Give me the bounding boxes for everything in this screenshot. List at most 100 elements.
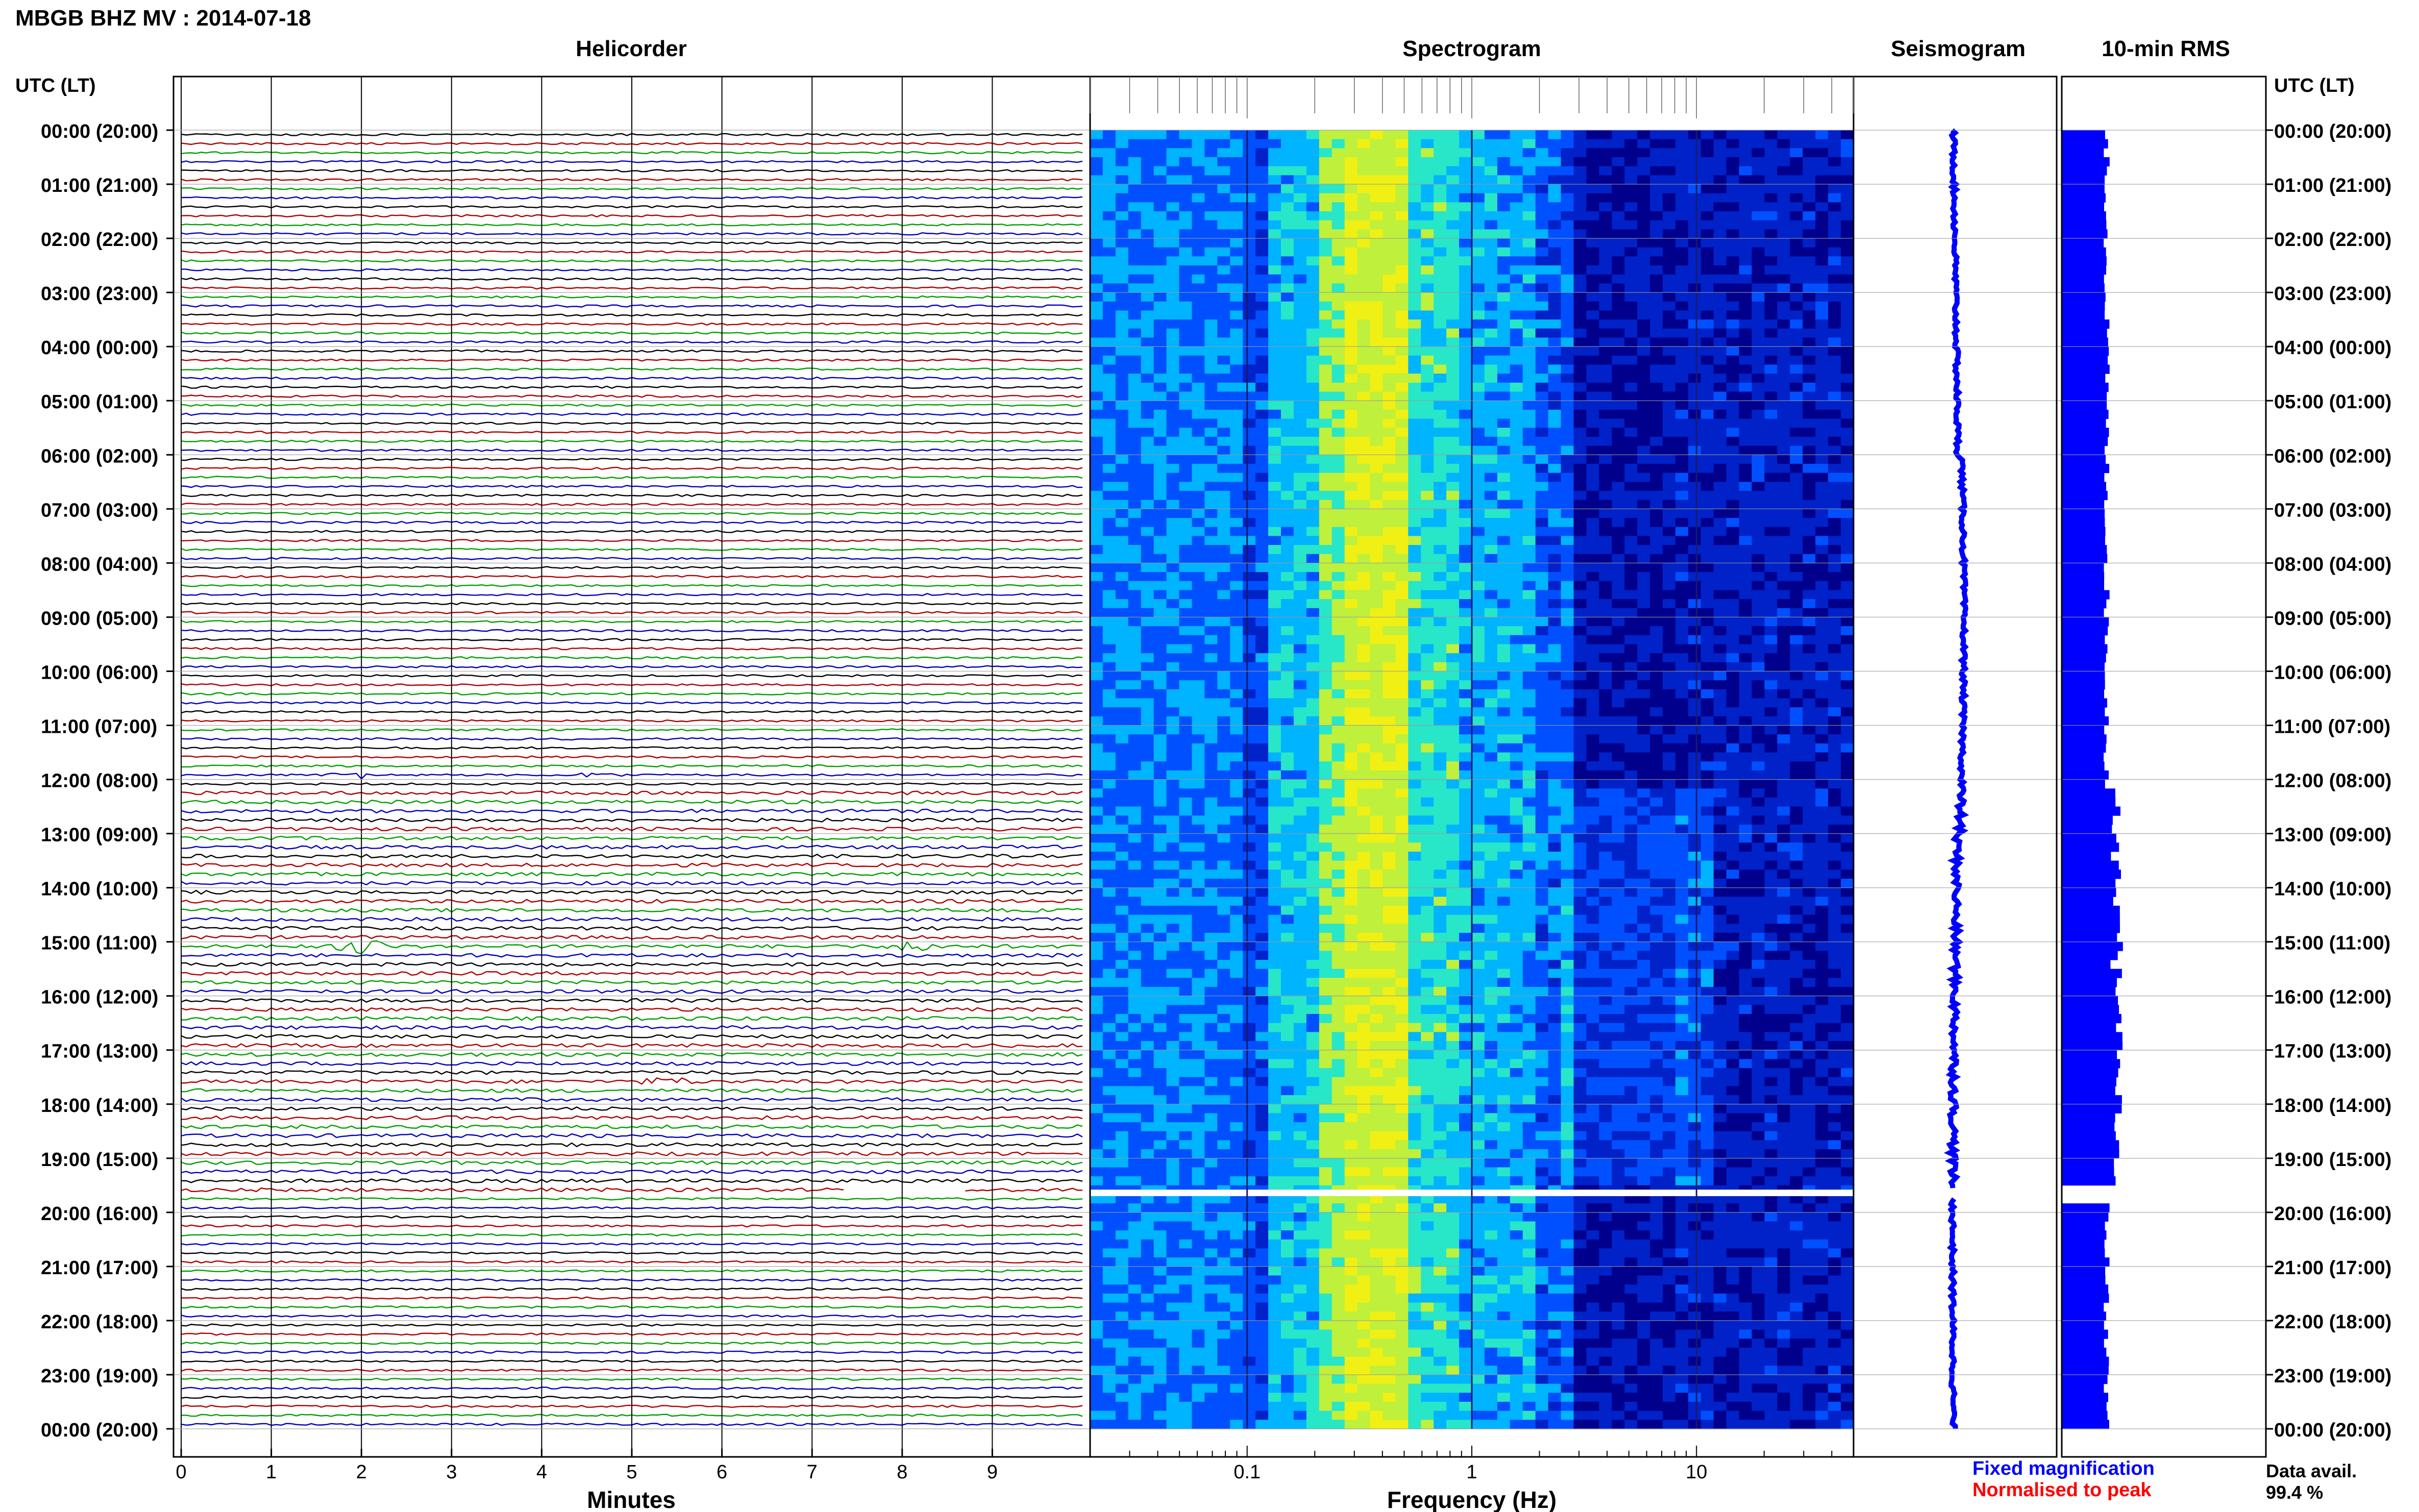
spectrogram-cell bbox=[1166, 509, 1180, 518]
spectrogram-cell bbox=[1446, 815, 1460, 825]
spectrogram-cell bbox=[1777, 725, 1790, 735]
spectrogram-cell bbox=[1535, 157, 1549, 167]
spectrogram-cell bbox=[1624, 148, 1638, 158]
spectrogram-cell bbox=[1179, 653, 1192, 663]
spectrogram-cell bbox=[1434, 238, 1447, 248]
spectrogram-cell bbox=[1586, 157, 1599, 167]
spectrogram-cell bbox=[1102, 301, 1116, 311]
spectrogram-cell bbox=[1255, 482, 1269, 491]
spectrogram-cell bbox=[1344, 527, 1358, 536]
spectrogram-cell bbox=[1446, 220, 1460, 230]
spectrogram-cell bbox=[1764, 725, 1778, 735]
spectrogram-cell bbox=[1128, 870, 1142, 879]
spectrogram-cell bbox=[1408, 590, 1421, 600]
spectrogram-cell bbox=[1115, 319, 1129, 329]
spectrogram-cell bbox=[1739, 608, 1752, 617]
spectrogram-cell bbox=[1790, 509, 1803, 518]
spectrogram-cell bbox=[1383, 401, 1396, 410]
spectrogram-cell bbox=[1510, 635, 1523, 645]
spectrogram-cell bbox=[1815, 175, 1829, 185]
spectrogram-cell bbox=[1255, 346, 1269, 356]
spectrogram-cell bbox=[1293, 527, 1307, 536]
spectrogram-cell bbox=[1293, 554, 1307, 563]
spectrogram-cell bbox=[1268, 310, 1281, 320]
spectrogram-cell bbox=[1421, 626, 1434, 636]
spectrogram-cell bbox=[1688, 283, 1701, 293]
spectrogram-cell bbox=[1344, 788, 1358, 798]
spectrogram-cell bbox=[1434, 554, 1447, 563]
spectrogram-cell bbox=[1230, 518, 1243, 528]
spectrogram-cell bbox=[1217, 337, 1230, 347]
spectrogram-cell bbox=[1841, 328, 1854, 338]
spectrogram-cell bbox=[1650, 662, 1663, 672]
spectrogram-cell bbox=[1700, 671, 1714, 681]
spectrogram-cell bbox=[1535, 364, 1549, 374]
spectrogram-cell bbox=[1637, 725, 1650, 735]
spectrogram-cell bbox=[1128, 409, 1142, 419]
spectrogram-cell bbox=[1803, 184, 1816, 194]
spectrogram-cell bbox=[1306, 851, 1320, 861]
spectrogram-cell bbox=[1599, 157, 1612, 167]
spectrogram-cell bbox=[1522, 455, 1536, 464]
spectrogram-cell bbox=[1612, 130, 1625, 140]
spectrogram-cell bbox=[1663, 743, 1676, 753]
spectrogram-cell bbox=[1306, 671, 1320, 681]
spectrogram-cell bbox=[1153, 725, 1167, 735]
spectrogram-cell bbox=[1484, 644, 1498, 654]
spectrogram-cell bbox=[1128, 490, 1142, 501]
spectrogram-cell bbox=[1395, 391, 1409, 401]
spectrogram-cell bbox=[1612, 337, 1625, 347]
spectrogram-cell bbox=[1141, 527, 1154, 536]
spectrogram-cell bbox=[1561, 319, 1574, 329]
spectrogram-cell bbox=[1497, 229, 1511, 239]
spectrogram-cell bbox=[1459, 716, 1472, 726]
spectrogram-cell bbox=[1548, 653, 1562, 663]
spectrogram-cell bbox=[1472, 626, 1485, 636]
spectrogram-cell bbox=[1739, 283, 1752, 293]
spectrogram-cell bbox=[1204, 211, 1218, 221]
spectrogram-cell bbox=[1688, 364, 1701, 374]
spectrogram-cell bbox=[1561, 527, 1574, 536]
spectrogram-cell bbox=[1828, 716, 1841, 726]
spectrogram-cell bbox=[1548, 409, 1562, 419]
spectrogram-cell bbox=[1179, 851, 1192, 861]
spectrogram-cell bbox=[1535, 175, 1549, 185]
spectrogram-cell bbox=[1637, 409, 1650, 419]
spectrogram-cell bbox=[1383, 698, 1396, 708]
spectrogram-cell bbox=[1459, 256, 1472, 266]
spectrogram-cell bbox=[1599, 770, 1612, 780]
spectrogram-cell bbox=[1331, 590, 1345, 600]
spectrogram-cell bbox=[1700, 328, 1714, 338]
spectrogram-cell bbox=[1383, 824, 1396, 834]
spectrogram-cell bbox=[1357, 148, 1371, 158]
spectrogram-cell bbox=[1510, 202, 1523, 212]
spectrogram-cell bbox=[1383, 554, 1396, 563]
spectrogram-cell bbox=[1815, 770, 1829, 780]
spectrogram-cell bbox=[1650, 346, 1663, 356]
spectrogram-cell bbox=[1497, 401, 1511, 410]
spectrogram-cell bbox=[1217, 653, 1230, 663]
spectrogram-cell bbox=[1306, 202, 1320, 212]
spectrogram-cell bbox=[1663, 364, 1676, 374]
right-time-axis-label: UTC (LT) bbox=[2274, 75, 2355, 96]
spectrogram-cell bbox=[1243, 374, 1256, 383]
spectrogram-cell bbox=[1179, 139, 1192, 148]
spectrogram-cell bbox=[1497, 527, 1511, 536]
spectrogram-cell bbox=[1141, 509, 1154, 518]
spectrogram-cell bbox=[1281, 563, 1294, 573]
spectrogram-cell bbox=[1548, 563, 1562, 573]
spectrogram-cell bbox=[1522, 445, 1536, 455]
spectrogram-cell bbox=[1395, 806, 1409, 816]
spectrogram-cell bbox=[1217, 563, 1230, 573]
spectrogram-cell bbox=[1459, 870, 1472, 879]
spectrogram-cell bbox=[1217, 797, 1230, 807]
spectrogram-cell bbox=[1675, 680, 1689, 690]
spectrogram-cell bbox=[1179, 563, 1192, 573]
spectrogram-cell bbox=[1230, 319, 1243, 329]
spectrogram-cell bbox=[1293, 626, 1307, 636]
spectrogram-cell bbox=[1522, 184, 1536, 194]
spectrogram-cell bbox=[1484, 292, 1498, 302]
spectrogram-cell bbox=[1497, 590, 1511, 600]
spectrogram-cell bbox=[1586, 473, 1599, 482]
spectrogram-cell bbox=[1713, 184, 1727, 194]
